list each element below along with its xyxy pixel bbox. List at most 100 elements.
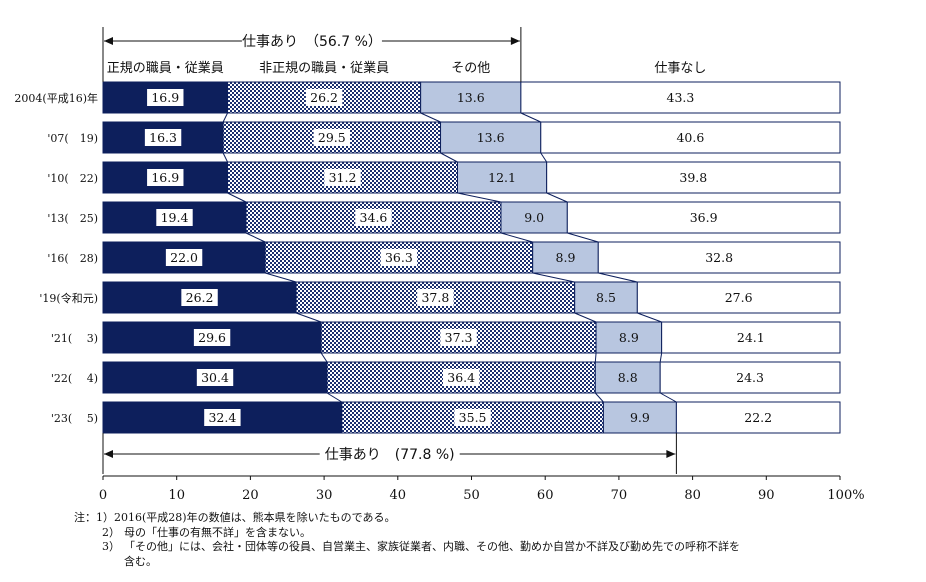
x-tick-label: 80 [684, 488, 701, 503]
arrow-head-left-icon [104, 450, 113, 458]
bar-segment [595, 321, 663, 354]
data-label: 9.0 [524, 210, 544, 225]
data-label-box [440, 329, 477, 346]
x-tick-label: 50 [463, 488, 480, 503]
connector-line [320, 352, 328, 363]
data-label-box [452, 89, 489, 106]
data-label-box [204, 409, 241, 426]
connector-line [222, 112, 229, 123]
data-label-box [147, 89, 184, 106]
data-label-box [442, 369, 480, 386]
data-label-box [675, 169, 712, 186]
category-label: '10( 22) [47, 172, 98, 185]
bar-segment [574, 281, 638, 314]
connector-line [440, 152, 458, 163]
data-label: 16.3 [149, 130, 177, 145]
footnote-number: 3） [102, 540, 120, 553]
data-label: 40.6 [676, 130, 704, 145]
connector-line [594, 392, 604, 403]
data-label-box [483, 169, 521, 186]
data-label: 8.5 [596, 290, 616, 305]
data-label: 32.4 [208, 410, 236, 425]
x-tick-label: 60 [537, 488, 554, 503]
data-label: 29.6 [198, 330, 226, 345]
data-label-box [144, 129, 182, 146]
series-header: 非正規の職員・従業員 [259, 60, 389, 76]
arrow-head-right-icon [666, 450, 676, 458]
data-label: 8.9 [619, 330, 639, 345]
connector-line [598, 272, 638, 283]
bar-segment [597, 241, 841, 274]
connector-line [295, 312, 322, 323]
data-label: 31.2 [329, 170, 357, 185]
category-labels: 2004(平成16)年 '07( 19) '10( 22) '13( 25) '16( … [14, 91, 98, 425]
bar-segment [520, 81, 841, 114]
connector-line [546, 192, 568, 203]
connector-line [457, 192, 502, 203]
series-header: 正規の職員・従業員 [107, 60, 224, 76]
category-label: '19(令和元) [39, 291, 98, 305]
connector-line [659, 392, 677, 403]
connector-line [326, 392, 343, 403]
connector-lines [222, 112, 677, 403]
bar-segment [420, 81, 522, 114]
data-label-box [519, 209, 549, 226]
connector-line [500, 232, 533, 243]
data-label: 36.9 [690, 210, 718, 225]
x-tick-label: 10 [168, 488, 185, 503]
category-label: '23( 5) [51, 412, 98, 425]
data-label: 12.1 [488, 170, 516, 185]
data-label: 37.3 [445, 330, 473, 345]
data-label-box [662, 89, 699, 106]
footnote-1: 注：1）2016(平成28)年の数値は、熊本県を除いたものである。 [74, 511, 740, 526]
connector-line [594, 352, 597, 363]
data-label-box [472, 129, 509, 146]
bars [102, 81, 841, 434]
connector-line [265, 272, 297, 283]
data-label-box [614, 329, 644, 346]
annotation-label: 仕事あり （56.7 %） [242, 34, 382, 50]
connector-line [245, 232, 266, 243]
category-label: '07( 19) [47, 132, 98, 145]
category-label: '21( 3) [51, 332, 98, 345]
data-label: 26.2 [186, 290, 214, 305]
footnote-text: 「その他」には、会社・団体等の役員、自営業主、家族従業者、内職、その他、勤めか自… [124, 540, 740, 553]
data-label-box [454, 409, 491, 426]
data-label: 36.3 [385, 250, 413, 265]
footnote-lead: 注： [74, 511, 96, 524]
data-label: 32.8 [705, 250, 733, 265]
connector-line [227, 192, 247, 203]
data-label: 22.2 [744, 410, 772, 425]
data-label: 16.9 [151, 170, 179, 185]
x-tick-label: 20 [242, 488, 259, 503]
data-label-box [417, 289, 454, 306]
connector-line [222, 152, 229, 163]
footnotes: 注：1）2016(平成28)年の数値は、熊本県を除いたものである。 2） 母の「仕… [74, 511, 740, 569]
data-label-box [324, 169, 361, 186]
footnote-3-continued: 含む。 [74, 555, 740, 570]
data-label: 24.1 [737, 330, 765, 345]
data-label: 30.4 [201, 370, 229, 385]
footnote-number: 2） [102, 525, 120, 539]
annotations: 仕事あり （56.7 %） 仕事あり (77.8 %) [102, 27, 677, 474]
arrow-head-right-icon [510, 37, 520, 45]
data-label-box [731, 369, 769, 386]
connector-line [574, 312, 597, 323]
data-label-box [380, 249, 418, 266]
series-headers: 正規の職員・従業員 非正規の職員・従業員 その他 仕事なし [107, 60, 707, 76]
data-label: 37.8 [421, 290, 449, 305]
data-label: 16.9 [151, 90, 179, 105]
x-tick-label: 0 [99, 488, 107, 503]
data-label: 9.9 [630, 410, 650, 425]
footnote-text: 2016(平成28)年の数値は、熊本県を除いたものである。 [114, 511, 396, 524]
x-tick-label: 30 [316, 488, 333, 503]
data-label: 43.3 [667, 90, 695, 105]
data-label-box [181, 289, 218, 306]
data-label-box [156, 209, 193, 226]
data-label-box [193, 329, 231, 346]
data-label: 26.2 [310, 90, 338, 105]
data-label: 27.6 [725, 290, 753, 305]
data-label: 29.5 [318, 130, 346, 145]
stacked-bar-chart: 16.9 26.2 13.6 43.3 16.3 29.5 13.6 40.6 16.9 31.2… [14, 27, 865, 503]
bar-segment [594, 361, 661, 394]
